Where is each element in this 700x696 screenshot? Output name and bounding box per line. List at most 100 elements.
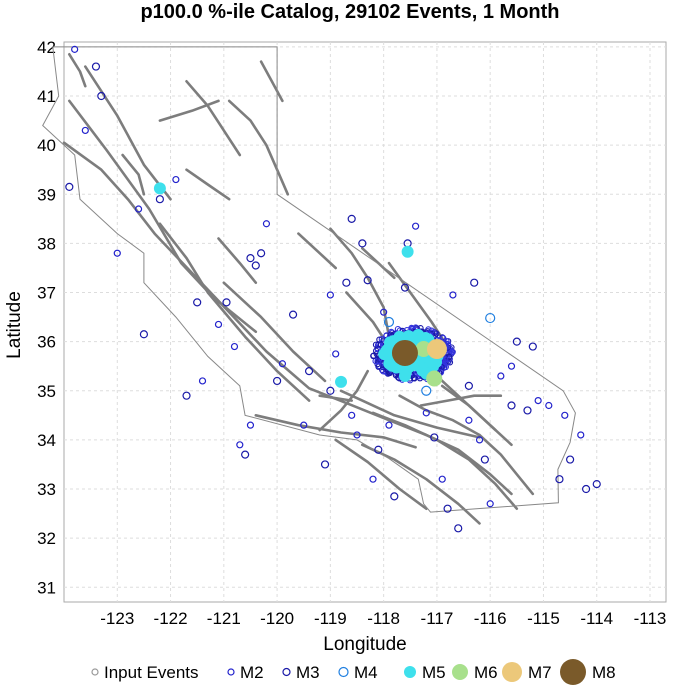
y-tick-label: 31 — [37, 578, 56, 597]
event-marker-m2 — [561, 411, 569, 419]
fault-trace — [361, 443, 481, 525]
y-tick-label: 34 — [37, 431, 56, 450]
event-marker-m3 — [320, 460, 330, 469]
event-marker-m2 — [465, 416, 473, 424]
event-marker-m6 — [415, 341, 432, 358]
event-marker-m2 — [486, 500, 494, 508]
legend: Input Events M2 M3 M4 M5 M6 M7 M8 — [91, 659, 616, 685]
event-marker-m3 — [581, 484, 591, 494]
event-marker-m5 — [335, 375, 348, 388]
cluster-event-marker — [442, 356, 449, 363]
event-marker-m3 — [454, 524, 463, 533]
y-tick-label: 38 — [37, 234, 56, 253]
event-marker-m2 — [412, 222, 420, 230]
event-marker-m3 — [443, 504, 452, 513]
event-marker-m5 — [153, 182, 166, 195]
fault-trace — [254, 414, 417, 449]
fault-trace — [158, 222, 311, 402]
event-marker-m4 — [383, 316, 395, 328]
legend-label: M5 — [422, 663, 446, 682]
legend-label: M6 — [474, 663, 498, 682]
scatter-points — [65, 45, 601, 533]
fault-trace — [297, 232, 337, 270]
event-marker-m8 — [391, 339, 418, 366]
event-marker-m3 — [241, 450, 250, 459]
cluster-event-marker — [449, 349, 456, 356]
y-axis-label: Latitude — [4, 291, 25, 359]
event-marker-m5 — [401, 245, 414, 258]
event-marker-m3 — [288, 310, 298, 319]
fault-trace — [158, 99, 220, 122]
event-marker-m2 — [438, 475, 446, 483]
fault-trace — [419, 394, 503, 407]
event-marker-m3 — [139, 330, 149, 339]
event-marker-m3 — [566, 455, 575, 464]
fault-trace — [68, 99, 258, 334]
event-marker-m7 — [426, 339, 447, 360]
event-marker-m4 — [421, 385, 432, 396]
event-marker-m3 — [246, 254, 255, 263]
fault-trace — [227, 99, 290, 196]
x-tick-label: -113 — [634, 609, 667, 628]
event-marker-m3 — [430, 433, 439, 442]
event-marker-m2 — [214, 320, 223, 329]
event-marker-m2 — [422, 409, 430, 417]
legend-marker-m2 — [227, 668, 235, 676]
event-marker-m3 — [400, 283, 410, 292]
event-marker-m2 — [369, 475, 377, 483]
fault-trace — [478, 433, 535, 496]
event-marker-m2 — [230, 342, 239, 351]
event-marker-m2 — [449, 291, 457, 299]
event-marker-m2 — [172, 175, 180, 184]
event-marker-m3 — [326, 386, 335, 395]
cluster-event-marker — [372, 347, 380, 354]
event-marker-m3 — [257, 249, 266, 258]
y-tick-label: 42 — [37, 38, 56, 57]
fault-trace — [329, 227, 391, 338]
event-marker-m3 — [480, 455, 489, 464]
fault-trace — [339, 389, 481, 439]
legend-marker-m5 — [404, 666, 416, 678]
y-tick-labels: 31 32 33 34 35 36 37 38 39 40 41 42 — [37, 38, 56, 597]
fault-trace — [222, 281, 327, 383]
fault-trace — [68, 53, 87, 88]
event-marker-m3 — [512, 337, 521, 346]
event-marker-m3 — [523, 406, 532, 415]
plot-area — [63, 41, 667, 603]
legend-label: M4 — [354, 663, 378, 682]
event-marker-m2 — [332, 350, 340, 358]
event-marker-m5 — [398, 370, 411, 383]
event-marker-m2 — [348, 411, 356, 419]
event-marker-m2 — [113, 249, 121, 257]
event-marker-m2 — [507, 362, 516, 370]
state-boundary — [42, 46, 576, 513]
legend-marker-m8 — [560, 659, 586, 685]
event-marker-m3 — [304, 367, 314, 376]
cluster-event-marker — [377, 341, 385, 348]
chart-title: p100.0 %-ile Catalog, 29102 Events, 1 Mo… — [140, 1, 559, 23]
y-tick-label: 35 — [37, 382, 56, 401]
x-tick-label: -115 — [527, 609, 560, 628]
event-marker-m3 — [464, 381, 473, 390]
y-tick-label: 36 — [37, 333, 56, 352]
fault-trace — [62, 141, 513, 496]
y-tick-label: 41 — [37, 87, 56, 106]
y-tick-label: 37 — [37, 284, 56, 303]
x-tick-label: -116 — [474, 609, 507, 628]
y-tick-label: 32 — [37, 529, 56, 548]
x-tick-labels: -123 -122 -121 -120 -119 -118 -117 -116 -115 -114… — [100, 609, 666, 628]
cluster-event-marker — [443, 337, 450, 345]
legend-label: M8 — [592, 663, 616, 682]
event-marker-m3 — [507, 401, 516, 410]
legend-label: M3 — [296, 663, 320, 682]
event-marker-m3 — [342, 278, 351, 287]
event-marker-m2 — [534, 396, 542, 405]
legend-label: Input Events — [104, 663, 199, 682]
event-marker-m2 — [71, 45, 79, 53]
event-marker-m3 — [193, 298, 202, 307]
event-marker-m4 — [485, 312, 496, 324]
event-marker-m2 — [385, 421, 393, 429]
fault-trace — [371, 411, 519, 510]
y-tick-label: 40 — [37, 136, 56, 155]
event-marker-m3 — [65, 182, 74, 192]
